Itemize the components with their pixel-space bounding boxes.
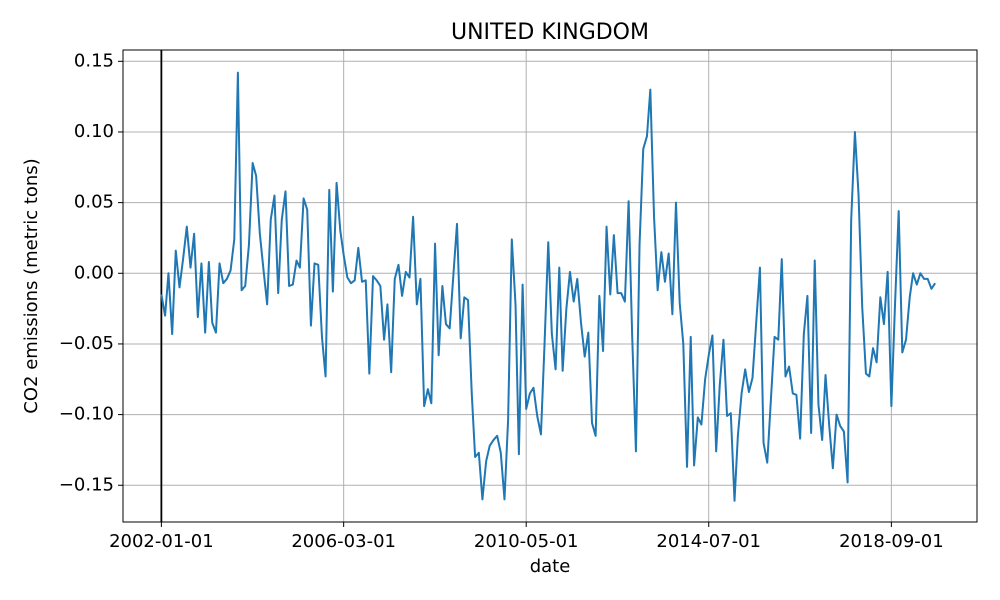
x-axis-label: date <box>530 556 571 577</box>
y-tick-label: −0.10 <box>59 404 114 425</box>
y-tick-label: 0.10 <box>74 121 114 142</box>
plot-frame <box>122 49 978 523</box>
y-tick-label: −0.05 <box>59 333 114 354</box>
y-tick-label: 0.00 <box>74 262 114 283</box>
y-tick-label: 0.05 <box>74 192 114 213</box>
chart-title: UNITED KINGDOM <box>451 20 649 45</box>
x-tick-label: 2006-03-01 <box>291 531 396 552</box>
x-tick-label: 2018-09-01 <box>839 531 944 552</box>
y-tick-label: 0.15 <box>74 50 114 71</box>
x-tick-label: 2002-01-01 <box>109 531 214 552</box>
data-line <box>160 71 936 502</box>
y-axis-label: CO2 emissions (metric tons) <box>21 158 42 413</box>
x-tick-label: 2014-07-01 <box>656 531 761 552</box>
x-tick-label: 2010-05-01 <box>474 531 579 552</box>
y-tick-label: −0.15 <box>59 474 114 495</box>
